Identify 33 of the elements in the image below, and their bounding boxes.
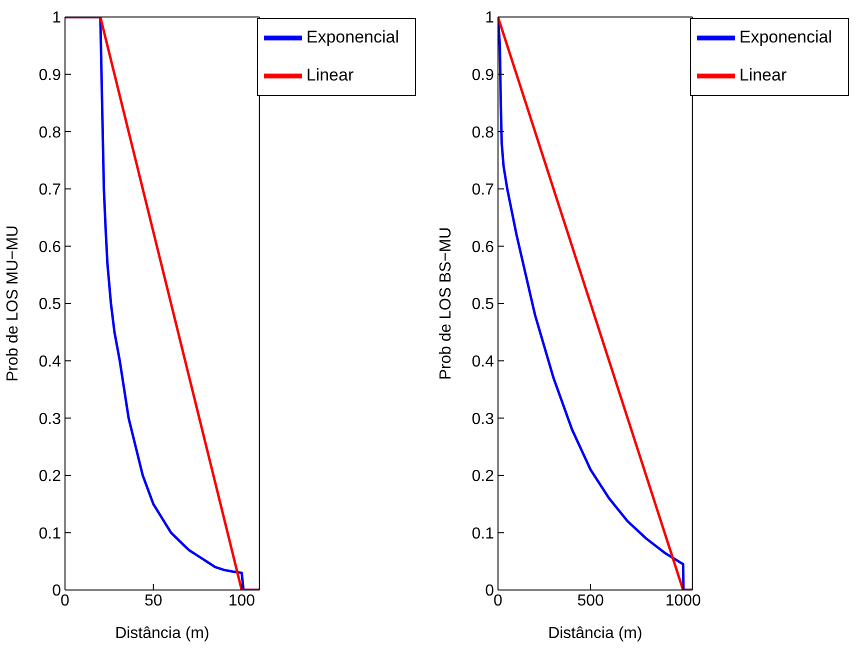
legend-label: Exponencial — [306, 27, 399, 46]
y-tick-label: 0.1 — [38, 525, 62, 542]
y-tick-label: 0.6 — [472, 238, 494, 256]
y-tick-label: 0.5 — [472, 296, 494, 314]
legend-label: Exponencial — [739, 27, 832, 46]
legend-label: Linear — [306, 65, 354, 84]
y-tick-label: 0.1 — [472, 525, 494, 542]
y-tick-label: 0.6 — [38, 238, 62, 256]
y-axis-title: Prob de LOS BS−MU — [438, 227, 455, 380]
y-tick-label: 0.7 — [38, 182, 62, 199]
legend-label: Linear — [739, 65, 787, 84]
x-tick-label: 1000 — [665, 592, 702, 610]
line-series — [65, 17, 260, 590]
y-tick-label: 0.9 — [472, 66, 494, 84]
y-tick-label: 0.7 — [472, 182, 494, 199]
x-tick-label: 500 — [577, 592, 604, 610]
x-axis-title: Distância (m) — [115, 625, 210, 642]
y-tick-label: 0.8 — [472, 124, 494, 142]
y-tick-label: 0.2 — [38, 468, 62, 486]
x-tick-label: 100 — [228, 592, 256, 610]
y-tick-label: 0.4 — [38, 353, 62, 370]
y-tick-label: 0.4 — [472, 353, 494, 370]
x-tick-label: 50 — [144, 592, 162, 610]
y-tick-label: 0.3 — [472, 410, 494, 428]
y-tick-label: 0.2 — [472, 468, 494, 486]
y-tick-label: 0.5 — [38, 296, 62, 314]
y-tick-label: 1 — [52, 10, 62, 27]
y-tick-label: 0.3 — [38, 410, 62, 428]
y-tick-label: 1 — [485, 10, 494, 27]
x-axis-title: Distância (m) — [548, 625, 642, 642]
y-tick-label: 0.9 — [38, 66, 62, 84]
y-axis-title: Prob de LOS MU−MU — [4, 225, 22, 382]
y-tick-label: 0.8 — [38, 124, 62, 142]
